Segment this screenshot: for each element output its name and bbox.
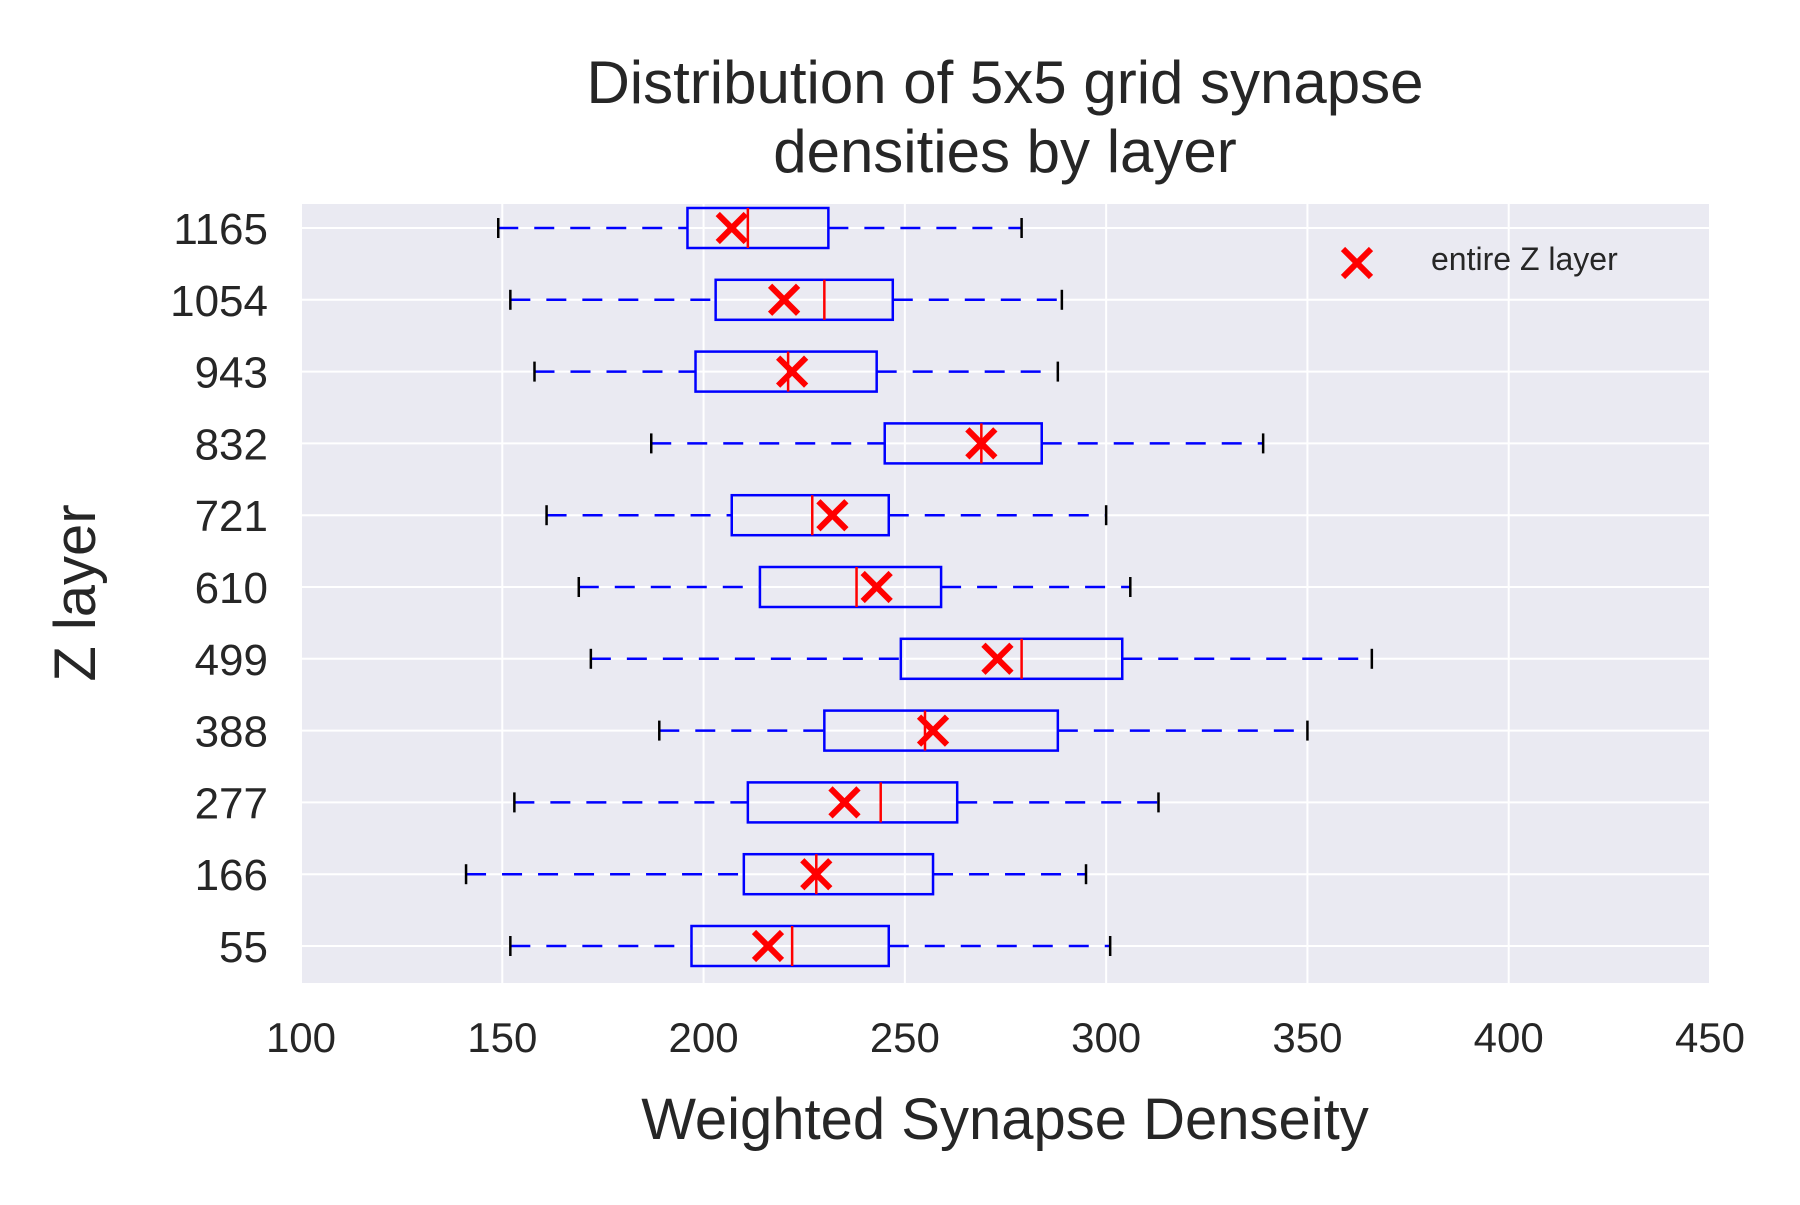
- mean-marker-stroke: [751, 929, 785, 963]
- y-tick-label: 166: [195, 851, 268, 900]
- box-277: [513, 781, 1160, 824]
- y-tick-label: 499: [195, 636, 268, 685]
- boxes: [464, 206, 1374, 968]
- mean-marker-stroke: [767, 283, 801, 316]
- legend: entire Z layer: [1340, 241, 1618, 280]
- mean-marker-stroke: [860, 570, 893, 604]
- x-tick-label: 400: [1474, 1014, 1544, 1061]
- iqr-box: [899, 637, 1124, 681]
- mean-marker-stroke: [800, 858, 833, 891]
- box-1165: [497, 206, 1023, 250]
- mean-marker: [715, 211, 748, 245]
- x-tick-label: 200: [669, 1014, 739, 1061]
- legend-label: entire Z layer: [1431, 241, 1618, 277]
- box-499: [589, 637, 1374, 681]
- iqr-box: [694, 350, 878, 393]
- x-tick-label: 150: [467, 1014, 537, 1061]
- x-tick-label: 100: [266, 1014, 336, 1061]
- x-tick-label: 450: [1675, 1014, 1745, 1061]
- box-610: [577, 565, 1132, 609]
- mean-marker: [800, 858, 833, 891]
- mean-marker-stroke: [816, 499, 849, 532]
- mean-marker: [816, 499, 849, 532]
- box-832: [649, 422, 1265, 465]
- box-166: [464, 852, 1088, 896]
- legend-marker-x-icon: [1340, 246, 1374, 280]
- plot-area: [301, 204, 1710, 983]
- chart-title-line1: Distribution of 5x5 grid synapse: [586, 49, 1423, 116]
- iqr-box: [758, 565, 943, 609]
- mean-marker: [916, 714, 950, 747]
- iqr-box: [686, 206, 830, 250]
- y-tick-label: 388: [195, 708, 268, 757]
- iqr-box: [730, 493, 891, 537]
- y-tick-label: 277: [195, 779, 268, 828]
- iqr-box: [746, 781, 959, 824]
- mean-marker-stroke: [776, 355, 809, 388]
- mean-marker-stroke: [981, 642, 1014, 675]
- mean-marker: [981, 642, 1014, 675]
- x-tick-label: 300: [1071, 1014, 1141, 1061]
- mean-marker: [860, 570, 893, 604]
- box-721: [545, 493, 1108, 537]
- mean-marker: [828, 786, 861, 819]
- mean-marker-stroke: [828, 786, 861, 819]
- y-tick-label: 943: [195, 349, 268, 398]
- mean-marker: [767, 283, 801, 316]
- iqr-box: [690, 924, 891, 968]
- mean-marker: [751, 929, 785, 963]
- iqr-box: [823, 709, 1060, 752]
- iqr-box: [714, 278, 895, 322]
- box-388: [658, 709, 1309, 752]
- y-tick-label: 55: [219, 923, 268, 972]
- x-axis-label: Weighted Synapse Denseity: [641, 1087, 1369, 1152]
- iqr-box: [883, 422, 1043, 465]
- y-tick-label: 610: [195, 564, 268, 613]
- y-tick-label: 1054: [170, 277, 268, 326]
- mean-marker-stroke: [965, 427, 998, 460]
- box-1054: [509, 278, 1064, 322]
- x-tick-label: 350: [1272, 1014, 1342, 1061]
- y-tick-label: 832: [195, 420, 268, 469]
- y-tick-label: 1165: [173, 205, 268, 254]
- x-tick-label: 250: [870, 1014, 940, 1061]
- x-tick-labels: 100 150 200 250 300 350 400 450: [266, 1014, 1745, 1061]
- mean-marker: [776, 355, 809, 388]
- chart-title-line2: densities by layer: [773, 118, 1237, 185]
- mean-marker-stroke: [715, 211, 748, 245]
- y-tick-label: 721: [195, 492, 268, 541]
- y-tick-labels: 55 166 277 388 499 610 721 832 943 1054 1165: [170, 205, 268, 972]
- mean-marker-stroke: [916, 714, 950, 747]
- y-axis-label: Z layer: [43, 504, 108, 681]
- mean-marker: [965, 427, 998, 460]
- iqr-box: [742, 852, 935, 896]
- box-55: [509, 924, 1112, 968]
- box-943: [533, 350, 1060, 393]
